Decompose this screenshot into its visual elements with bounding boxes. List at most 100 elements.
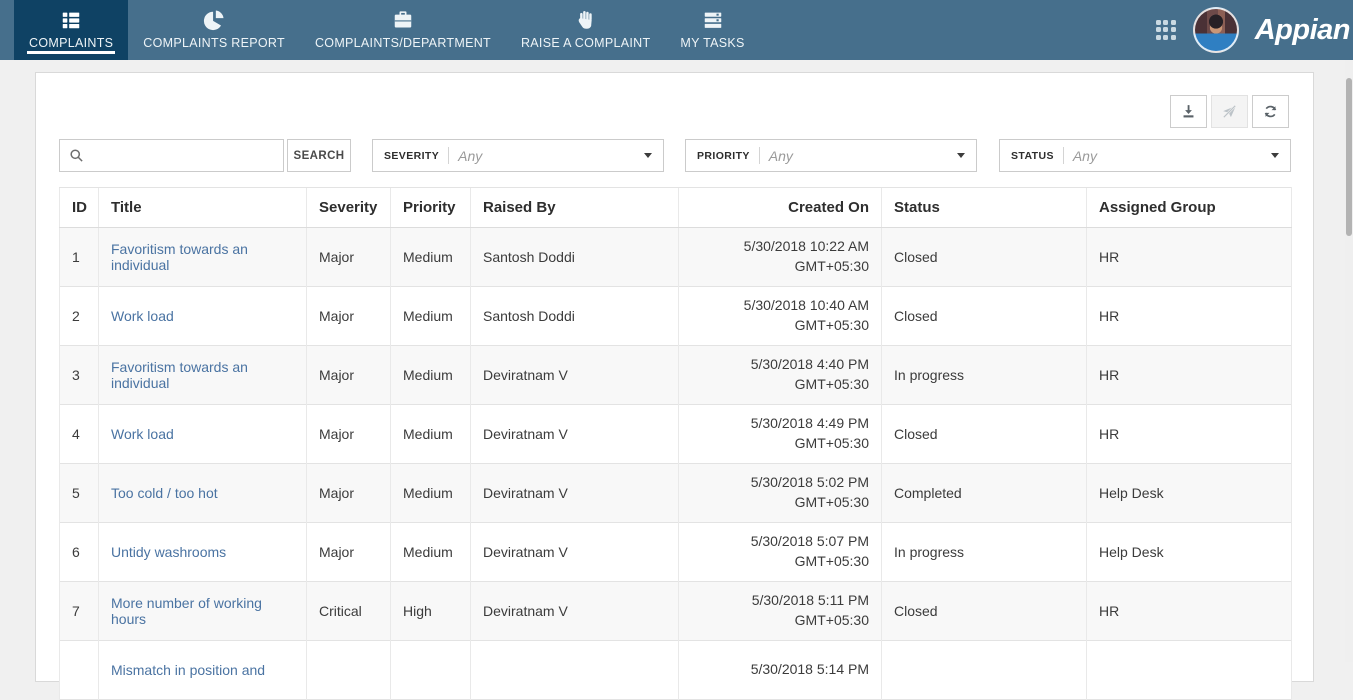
complaint-title-link[interactable]: Too cold / too hot <box>111 485 218 501</box>
complaint-title-link[interactable]: Work load <box>111 426 174 442</box>
created-timezone-line: GMT+05:30 <box>794 612 869 628</box>
vertical-scrollbar-track[interactable] <box>1345 60 1353 662</box>
created-timezone-line: GMT+05:30 <box>794 258 869 274</box>
pie-chart-icon <box>203 8 225 32</box>
complaint-title-link[interactable]: Work load <box>111 308 174 324</box>
top-nav-bar: COMPLAINTS COMPLAINTS REPORT COMPLAI <box>0 0 1353 60</box>
vertical-scrollbar-thumb[interactable] <box>1346 78 1352 236</box>
cell-created-on: 5/30/2018 5:11 PM GMT+05:30 <box>678 581 882 641</box>
cell-raised-by: Deviratnam V <box>470 404 679 464</box>
table-body: 1 Favoritism towards an individual Major… <box>59 227 1292 700</box>
table-row: 6 Untidy washrooms Major Medium Deviratn… <box>59 522 1292 582</box>
nav-tabs: COMPLAINTS COMPLAINTS REPORT COMPLAI <box>14 0 760 60</box>
complaint-title-link[interactable]: Mismatch in position and <box>111 662 266 678</box>
cell-priority: Medium <box>390 522 471 582</box>
cell-severity <box>306 640 391 700</box>
cell-severity: Major <box>306 286 391 346</box>
column-header-assigned-group[interactable]: Assigned Group <box>1086 187 1292 228</box>
cell-assigned-group: HR <box>1086 227 1292 287</box>
avatar[interactable] <box>1192 7 1239 53</box>
column-header-created-on[interactable]: Created On <box>678 187 882 228</box>
cell-status: Closed <box>881 404 1087 464</box>
send-disabled-button[interactable] <box>1211 95 1248 128</box>
cell-id: 3 <box>59 345 99 405</box>
table-row: 5 Too cold / too hot Major Medium Devira… <box>59 463 1292 523</box>
column-header-status[interactable]: Status <box>881 187 1087 228</box>
status-dropdown-label: STATUS <box>1011 149 1054 162</box>
priority-dropdown[interactable]: PRIORITY Any <box>685 139 977 172</box>
cell-raised-by: Deviratnam V <box>470 345 679 405</box>
tab-my-tasks[interactable]: MY TASKS <box>665 0 759 60</box>
cell-status: In progress <box>881 345 1087 405</box>
cell-severity: Major <box>306 345 391 405</box>
table-row: 3 Favoritism towards an individual Major… <box>59 345 1292 405</box>
created-timezone-line: GMT+05:30 <box>794 317 869 333</box>
created-date-line: 5/30/2018 4:40 PM <box>750 356 869 373</box>
cell-severity: Major <box>306 522 391 582</box>
cell-severity: Critical <box>306 581 391 641</box>
severity-dropdown[interactable]: SEVERITY Any <box>372 139 664 172</box>
created-timezone-line: GMT+05:30 <box>794 494 869 510</box>
tab-complaints[interactable]: COMPLAINTS <box>14 0 129 60</box>
column-header-raised-by[interactable]: Raised By <box>470 187 679 228</box>
column-header-id[interactable]: ID <box>59 187 99 228</box>
created-date-line: 5/30/2018 10:40 AM <box>743 297 869 314</box>
app-grid-icon[interactable] <box>1155 19 1177 41</box>
cell-severity: Major <box>306 463 391 523</box>
tab-my-tasks-label: MY TASKS <box>680 36 745 50</box>
briefcase-icon <box>392 8 414 32</box>
created-date-line: 5/30/2018 10:22 AM <box>743 238 869 255</box>
priority-dropdown-label: PRIORITY <box>697 149 750 162</box>
tab-complaints-department-label: COMPLAINTS/DEPARTMENT <box>314 36 491 50</box>
cell-title: Favoritism towards an individual <box>98 345 307 405</box>
export-download-button[interactable] <box>1170 95 1207 128</box>
cell-created-on: 5/30/2018 5:02 PM GMT+05:30 <box>678 463 882 523</box>
cell-created-on: 5/30/2018 10:22 AM GMT+05:30 <box>678 227 882 287</box>
tab-complaints-report[interactable]: COMPLAINTS REPORT <box>128 0 300 60</box>
cell-severity: Major <box>306 404 391 464</box>
search-input[interactable] <box>91 140 283 171</box>
cell-title: Mismatch in position and <box>98 640 307 700</box>
search-button[interactable]: SEARCH <box>287 139 351 172</box>
refresh-icon <box>1262 103 1279 120</box>
status-dropdown[interactable]: STATUS Any <box>999 139 1291 172</box>
cell-title: Too cold / too hot <box>98 463 307 523</box>
cell-status: Closed <box>881 286 1087 346</box>
cell-created-on: 5/30/2018 5:07 PM GMT+05:30 <box>678 522 882 582</box>
chevron-down-icon <box>644 153 652 158</box>
chevron-down-icon <box>1271 153 1279 158</box>
cell-raised-by: Deviratnam V <box>470 581 679 641</box>
cell-assigned-group: HR <box>1086 286 1292 346</box>
list-icon <box>60 8 82 32</box>
cell-assigned-group: HR <box>1086 404 1292 464</box>
complaint-title-link[interactable]: Favoritism towards an individual <box>111 241 248 273</box>
cell-id: 6 <box>59 522 99 582</box>
cell-severity: Major <box>306 227 391 287</box>
status-dropdown-value: Any <box>1072 147 1097 164</box>
complaint-title-link[interactable]: Favoritism towards an individual <box>111 359 248 391</box>
complaint-title-link[interactable]: More number of working hours <box>111 595 262 627</box>
column-header-title[interactable]: Title <box>98 187 307 228</box>
cell-status: In progress <box>881 522 1087 582</box>
cell-title: Favoritism towards an individual <box>98 227 307 287</box>
cell-status: Closed <box>881 581 1087 641</box>
column-header-severity[interactable]: Severity <box>306 187 391 228</box>
cell-created-on: 5/30/2018 10:40 AM GMT+05:30 <box>678 286 882 346</box>
refresh-button[interactable] <box>1252 95 1289 128</box>
table-row: 4 Work load Major Medium Deviratnam V 5/… <box>59 404 1292 464</box>
cell-id: 5 <box>59 463 99 523</box>
complaint-title-link[interactable]: Untidy washrooms <box>111 544 227 560</box>
cell-priority: Medium <box>390 404 471 464</box>
cell-title: Work load <box>98 286 307 346</box>
cell-title: Work load <box>98 404 307 464</box>
created-timezone-line: GMT+05:30 <box>794 376 869 392</box>
table-row: Mismatch in position and 5/30/2018 5:14 … <box>59 640 1292 700</box>
column-header-priority[interactable]: Priority <box>390 187 471 228</box>
cell-assigned-group: HR <box>1086 581 1292 641</box>
dropdown-divider <box>448 147 450 164</box>
tab-raise-a-complaint[interactable]: RAISE A COMPLAINT <box>506 0 665 60</box>
cell-raised-by: Santosh Doddi <box>470 227 679 287</box>
tab-complaints-department[interactable]: COMPLAINTS/DEPARTMENT <box>300 0 506 60</box>
nav-right-section: Appian <box>1155 0 1353 60</box>
cell-assigned-group: HR <box>1086 345 1292 405</box>
